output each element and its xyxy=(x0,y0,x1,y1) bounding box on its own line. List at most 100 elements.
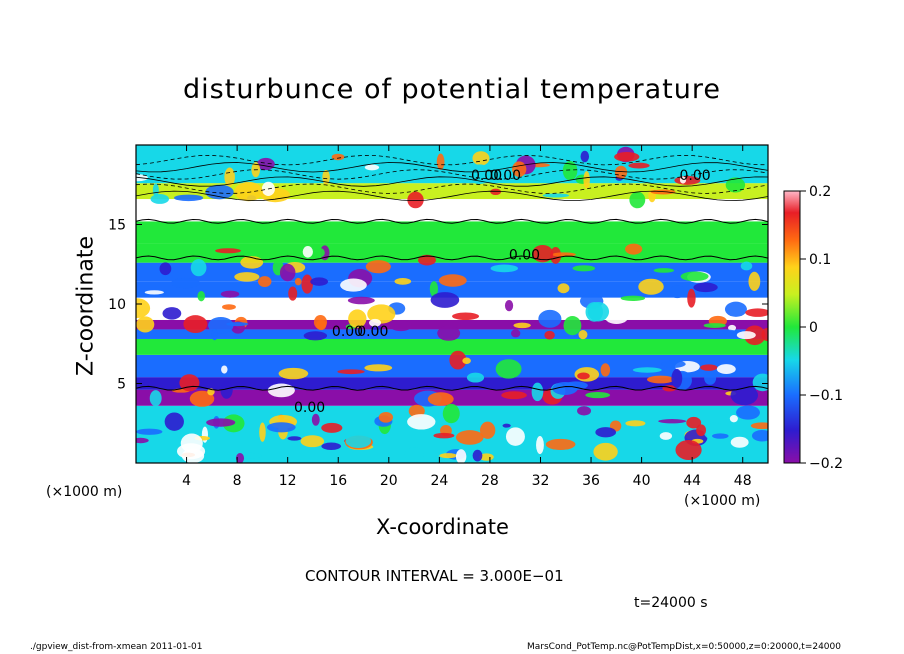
heatmap-blob-141 xyxy=(710,329,740,337)
heatmap-blob-38 xyxy=(686,416,702,429)
x-tick-label-2: 12 xyxy=(279,473,297,489)
heatmap-blob-122 xyxy=(257,276,272,288)
heatmap-blob-112 xyxy=(288,286,298,301)
heatmap-blob-57 xyxy=(595,427,617,438)
footer-left: ./gpview_dist-from-xmean 2011-01-01 xyxy=(30,642,203,652)
heatmap-blob-106 xyxy=(369,318,382,327)
heatmap-blob-184 xyxy=(730,385,759,406)
heatmap-blob-165 xyxy=(449,350,467,370)
heatmap-blob-28 xyxy=(407,414,436,430)
heatmap-blob-43 xyxy=(378,411,394,423)
heatmap-blob-105 xyxy=(625,243,643,255)
heatmap-blob-31 xyxy=(505,427,525,446)
footer-right: MarsCond_PotTemp.nc@PotTempDist,x=0:5000… xyxy=(527,642,841,652)
heatmap-blob-32 xyxy=(455,430,484,445)
heatmap-band-13 xyxy=(136,183,768,200)
heatmap-blob-40 xyxy=(259,422,266,442)
heatmap-blob-46 xyxy=(164,412,184,431)
heatmap-blob-239 xyxy=(407,191,424,209)
heatmap-blob-111 xyxy=(438,274,467,287)
heatmap-blob-56 xyxy=(479,421,496,439)
heatmap-blob-142 xyxy=(211,328,218,341)
contour-label-0: 0.00 xyxy=(471,168,502,184)
heatmap-blob-156 xyxy=(532,245,554,263)
heatmap-blob-152 xyxy=(452,312,480,321)
heatmap-band-10 xyxy=(136,243,768,263)
heatmap-blob-117 xyxy=(745,308,768,317)
heatmap-blob-150 xyxy=(703,323,726,329)
heatmap-blob-80 xyxy=(197,290,206,302)
heatmap-blob-67 xyxy=(675,440,702,460)
colorbar-label-3: −0.1 xyxy=(809,388,843,404)
heatmap-blob-125 xyxy=(301,274,313,294)
heatmap-blob-62 xyxy=(472,449,483,462)
heatmap-blob-197 xyxy=(671,368,683,388)
heatmap-blob-161 xyxy=(267,383,295,398)
y-tick-label-0: 5 xyxy=(117,377,126,393)
heatmap-blob-90 xyxy=(279,263,296,282)
heatmap-blob-200 xyxy=(725,177,746,193)
contour-line-6 xyxy=(136,218,768,224)
heatmap-blob-210 xyxy=(614,151,640,162)
heatmap-blob-86 xyxy=(365,260,391,274)
heatmap-blob-153 xyxy=(348,309,367,328)
heatmap-blob-99 xyxy=(234,272,260,282)
x-tick-label-3: 16 xyxy=(329,473,347,489)
heatmap-blob-73 xyxy=(728,324,737,332)
heatmap-blob-236 xyxy=(583,171,590,189)
chart-title: disturbunce of potential temperature xyxy=(183,74,721,105)
heatmap-blob-136 xyxy=(669,285,686,299)
contour-label-3: 0.00 xyxy=(509,247,540,263)
time-label: t=24000 s xyxy=(634,595,708,611)
x-unit-left: (×1000 m) xyxy=(46,484,123,500)
heatmap-blob-195 xyxy=(462,357,471,365)
heatmap-blob-162 xyxy=(221,365,228,374)
heatmap-blob-2 xyxy=(311,413,320,426)
heatmap-blob-33 xyxy=(442,403,460,424)
x-axis-label: X-coordinate xyxy=(376,515,509,539)
contour-line-1 xyxy=(136,183,768,194)
heatmap-blob-104 xyxy=(653,268,675,273)
heatmap-blob-12 xyxy=(730,436,749,448)
heatmap-blob-39 xyxy=(750,422,768,430)
heatmap-blob-59 xyxy=(712,433,729,439)
heatmap-blob-101 xyxy=(136,298,151,319)
heatmap-blob-191 xyxy=(646,375,675,384)
heatmap-blob-225 xyxy=(173,194,204,202)
heatmap-blob-155 xyxy=(220,290,240,298)
contour-line-7 xyxy=(136,385,768,391)
heatmap-blob-169 xyxy=(337,369,365,375)
contour-interval: CONTOUR INTERVAL = 3.000E−01 xyxy=(305,567,564,585)
heatmap-blob-143 xyxy=(316,248,325,258)
heatmap-blob-145 xyxy=(159,262,172,276)
heatmap-blob-188 xyxy=(585,391,611,399)
heatmap-blob-18 xyxy=(136,437,149,444)
heatmap-blob-94 xyxy=(513,322,531,329)
heatmap-blob-233 xyxy=(224,167,235,187)
heatmap-blob-72 xyxy=(162,307,182,320)
contour-line-5 xyxy=(136,154,768,166)
heatmap-blob-15 xyxy=(736,405,760,420)
heatmap-blob-215 xyxy=(467,164,492,185)
heatmap-blob-183 xyxy=(552,382,578,396)
contour-line-2 xyxy=(136,176,768,187)
colorbar-label-2: 0 xyxy=(809,320,818,336)
heatmap-blob-179 xyxy=(179,374,200,392)
colorbar xyxy=(783,190,801,464)
heatmap-blob-81 xyxy=(303,331,328,341)
colorbar-label-4: −0.2 xyxy=(809,456,843,472)
heatmap-blob-49 xyxy=(300,435,325,448)
heatmap-blob-69 xyxy=(321,422,343,433)
heatmap-blob-237 xyxy=(562,161,578,181)
heatmap-blob-139 xyxy=(394,277,412,285)
x-tick-label-9: 40 xyxy=(633,473,651,489)
heatmap-blob-113 xyxy=(538,309,562,328)
heatmap-blob-173 xyxy=(149,390,162,407)
heatmap-blob-14 xyxy=(593,442,618,461)
heatmap-blob-138 xyxy=(190,259,207,277)
heatmap-blob-158 xyxy=(563,315,582,336)
heatmap-blob-95 xyxy=(437,325,461,341)
heatmap-blob-167 xyxy=(531,382,544,402)
heatmap-band-4 xyxy=(136,338,768,355)
heatmap-blob-97 xyxy=(136,316,155,333)
